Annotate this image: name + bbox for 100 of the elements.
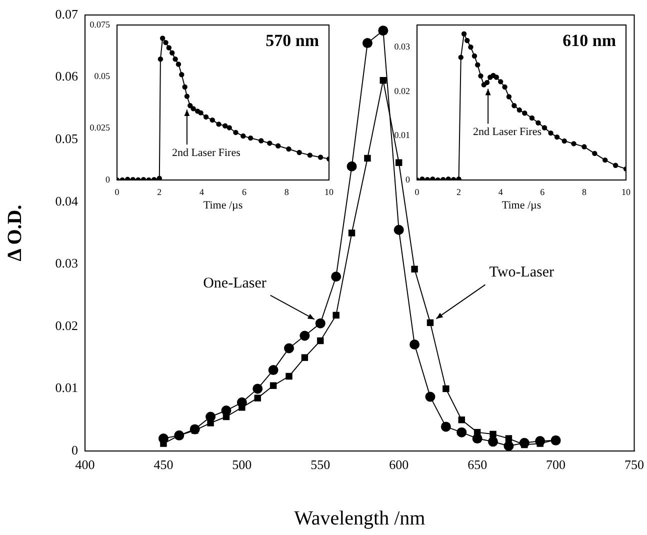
point bbox=[512, 103, 517, 108]
point bbox=[378, 26, 388, 36]
point bbox=[562, 138, 567, 144]
point bbox=[410, 339, 420, 350]
point bbox=[276, 143, 281, 148]
y-tick-label: 0.05 bbox=[55, 130, 78, 146]
point bbox=[300, 330, 310, 341]
y-tick-label: 0.01 bbox=[55, 380, 78, 396]
point bbox=[203, 114, 209, 120]
point bbox=[490, 430, 496, 438]
x-tick-label: 650 bbox=[468, 457, 488, 472]
point bbox=[315, 318, 326, 328]
x-tick-label: 8 bbox=[582, 186, 587, 197]
point bbox=[442, 385, 450, 392]
point bbox=[380, 77, 387, 84]
point bbox=[284, 343, 294, 354]
point bbox=[394, 224, 404, 235]
point bbox=[592, 150, 598, 156]
point bbox=[362, 38, 372, 48]
point bbox=[222, 123, 228, 128]
text: One-Laser bbox=[203, 275, 266, 292]
point bbox=[236, 397, 247, 408]
point bbox=[472, 434, 482, 444]
point bbox=[458, 54, 464, 60]
point bbox=[206, 412, 216, 422]
point bbox=[602, 157, 608, 163]
point bbox=[542, 125, 548, 130]
point bbox=[346, 161, 357, 172]
point bbox=[318, 154, 324, 160]
point bbox=[554, 134, 560, 140]
point bbox=[582, 144, 587, 150]
point bbox=[198, 110, 204, 116]
x-tick-label: 550 bbox=[310, 457, 330, 472]
x-tick-label: 10 bbox=[324, 186, 334, 197]
point bbox=[548, 130, 554, 136]
point bbox=[258, 138, 264, 144]
x-tick-label: 700 bbox=[546, 457, 566, 472]
point bbox=[156, 176, 162, 180]
point bbox=[170, 50, 175, 56]
point bbox=[163, 40, 168, 46]
point bbox=[571, 141, 576, 146]
annotation: 2nd Laser Fires bbox=[172, 146, 240, 159]
y-tick-label: 0.02 bbox=[394, 86, 410, 96]
y-tick-label: 0.075 bbox=[90, 19, 110, 30]
point bbox=[331, 272, 342, 282]
point bbox=[158, 434, 168, 444]
point bbox=[286, 372, 292, 380]
point bbox=[296, 150, 302, 156]
point bbox=[505, 435, 512, 442]
point bbox=[498, 79, 504, 84]
point bbox=[172, 56, 178, 62]
point bbox=[494, 74, 500, 80]
point bbox=[233, 130, 238, 136]
x-tick-label: 600 bbox=[389, 457, 409, 472]
point bbox=[221, 406, 232, 416]
y-tick-label: 0.01 bbox=[394, 130, 410, 140]
point bbox=[536, 120, 541, 126]
y-tick-label: 0.07 bbox=[55, 6, 78, 22]
point bbox=[364, 154, 371, 162]
x-tick-label: 750 bbox=[624, 457, 644, 472]
point bbox=[502, 84, 508, 90]
point bbox=[468, 44, 474, 50]
point bbox=[535, 436, 546, 446]
point bbox=[182, 84, 188, 90]
point bbox=[426, 319, 434, 326]
point bbox=[411, 266, 418, 272]
y-tick-label: 0 bbox=[406, 174, 410, 184]
y-tick-label: 0.06 bbox=[55, 68, 78, 84]
x-tick-label: 500 bbox=[232, 457, 252, 472]
point bbox=[166, 45, 172, 50]
x-axis-title: Wavelength /nm bbox=[294, 507, 426, 530]
point bbox=[425, 392, 436, 402]
point bbox=[248, 135, 254, 141]
point bbox=[516, 107, 522, 113]
point bbox=[160, 36, 166, 41]
point bbox=[240, 133, 246, 139]
point bbox=[506, 94, 512, 100]
x-tick-label: 400 bbox=[75, 457, 95, 472]
point bbox=[488, 436, 498, 447]
x-axis-title: Time /µs bbox=[203, 199, 243, 212]
point bbox=[458, 416, 465, 424]
point bbox=[190, 106, 196, 112]
x-tick-label: 4 bbox=[498, 186, 504, 197]
point bbox=[396, 159, 402, 166]
point bbox=[190, 424, 200, 434]
point bbox=[475, 62, 480, 68]
point bbox=[317, 337, 324, 344]
point bbox=[216, 122, 222, 127]
x-tick-label: 2 bbox=[456, 186, 462, 197]
point bbox=[522, 110, 528, 116]
y-tick-label: 0.03 bbox=[394, 42, 410, 52]
point bbox=[268, 365, 278, 376]
y-axis-title: Δ O.D. bbox=[4, 204, 26, 262]
point bbox=[461, 31, 467, 36]
text: Two-Laser bbox=[489, 264, 554, 281]
y-tick-label: 0 bbox=[106, 174, 110, 184]
point bbox=[348, 230, 356, 236]
point bbox=[529, 115, 535, 121]
y-tick-label: 0.04 bbox=[55, 193, 78, 208]
point bbox=[504, 441, 514, 451]
